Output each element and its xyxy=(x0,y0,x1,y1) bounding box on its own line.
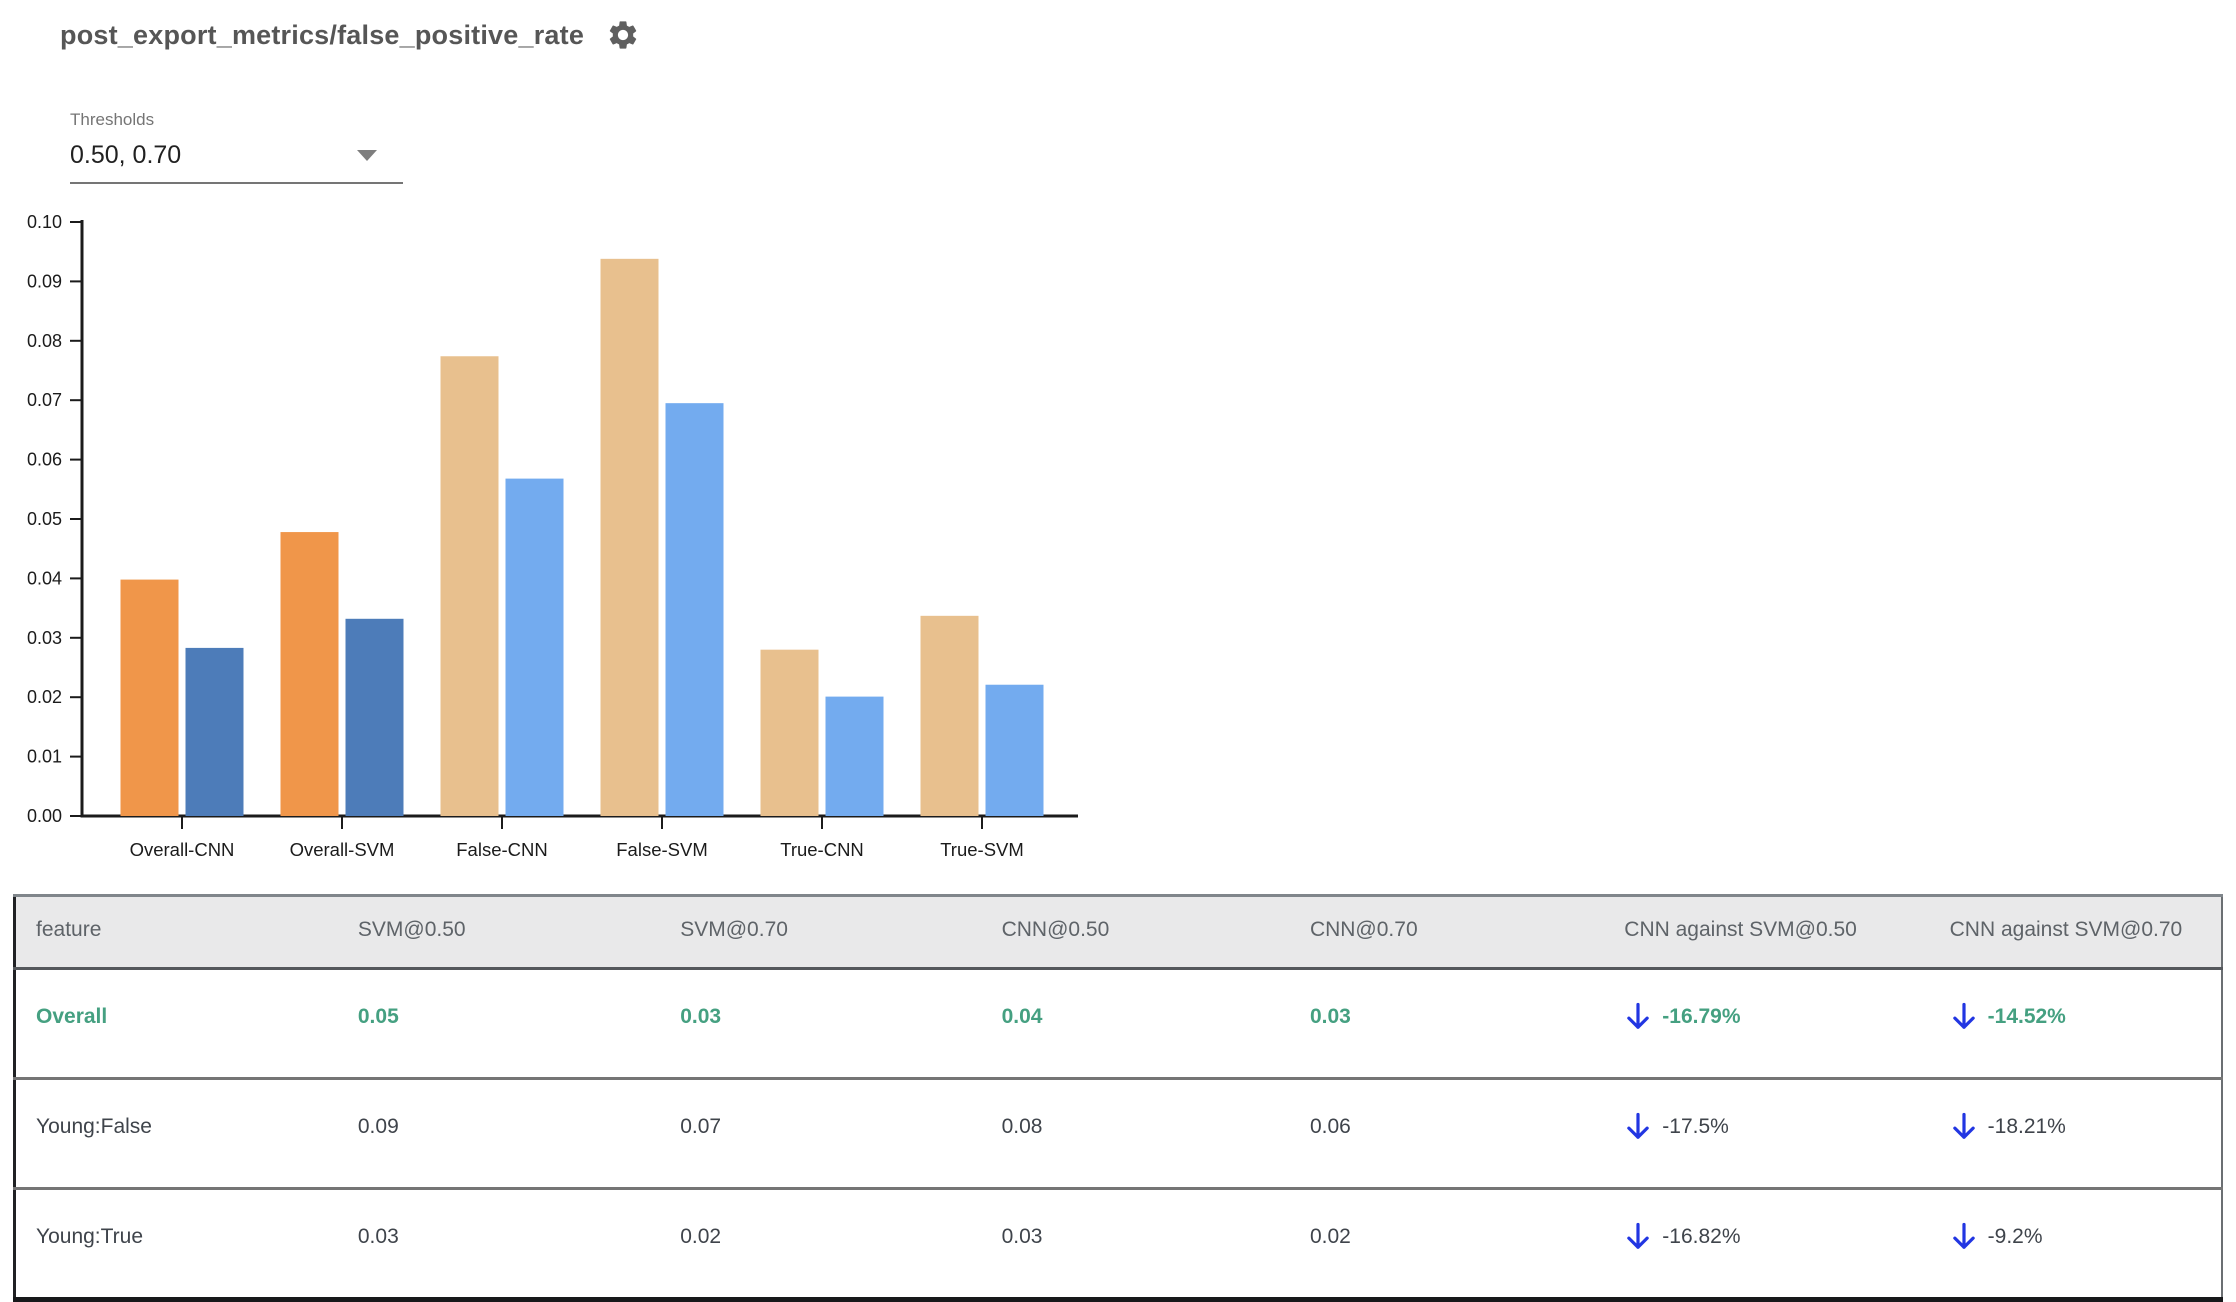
table-row-young-false[interactable]: Young:False 0.09 0.07 0.08 0.06 -17.5% -18.21% xyxy=(14,1078,2222,1190)
metric-cell: 0.08 xyxy=(993,1078,1302,1190)
feature-cell: Young:False xyxy=(14,1078,350,1190)
delta-cell: -16.79% xyxy=(1616,968,1942,1080)
page-header: post_export_metrics/false_positive_rate xyxy=(60,18,640,52)
bar-false-cnn-t50[interactable] xyxy=(440,356,499,816)
metric-cell: 0.05 xyxy=(349,968,673,1080)
x-tick-label: Overall-SVM xyxy=(290,839,395,860)
table-header: feature SVM@0.50 SVM@0.70 CNN@0.50 CNN@0.70 C… xyxy=(14,895,2222,970)
y-tick-label: 0.00 xyxy=(27,806,62,826)
column-header-svm-0-50: SVM@0.50 xyxy=(349,895,673,970)
y-tick-label: 0.10 xyxy=(27,212,62,232)
bar-false-cnn-t70[interactable] xyxy=(505,478,564,816)
delta-value: -14.52% xyxy=(1987,1004,2066,1028)
down-arrow-icon xyxy=(1627,1222,1650,1249)
thresholds-value: 0.50, 0.70 xyxy=(70,141,182,169)
y-tick-label: 0.06 xyxy=(27,450,62,470)
dropdown-arrow-icon xyxy=(357,150,377,161)
delta-cell: -16.82% xyxy=(1616,1188,1942,1300)
bar-true-svm-t70[interactable] xyxy=(985,684,1044,816)
bar-true-cnn-t50[interactable] xyxy=(760,649,819,816)
y-tick-label: 0.05 xyxy=(27,509,62,529)
metric-cell: 0.03 xyxy=(993,1188,1302,1300)
y-tick-label: 0.03 xyxy=(27,628,62,648)
metric-cell: 0.03 xyxy=(349,1188,673,1300)
bar-false-svm-t70[interactable] xyxy=(665,403,724,816)
metric-cell: 0.07 xyxy=(672,1078,994,1190)
settings-gear-icon[interactable] xyxy=(606,18,640,52)
column-header-cnn-against-svm-0-50: CNN against SVM@0.50 xyxy=(1616,895,1942,970)
delta-cell: -18.21% xyxy=(1941,1078,2222,1190)
metric-cell: 0.09 xyxy=(349,1078,673,1190)
bar-overall-cnn-t70[interactable] xyxy=(185,647,244,816)
down-arrow-icon xyxy=(1627,1002,1650,1029)
feature-cell: Young:True xyxy=(14,1188,350,1300)
bar-overall-cnn-t50[interactable] xyxy=(120,579,179,816)
down-arrow-icon xyxy=(1952,1222,1975,1249)
column-header-svm-0-70: SVM@0.70 xyxy=(672,895,994,970)
y-tick-label: 0.08 xyxy=(27,331,62,351)
metric-cell: 0.06 xyxy=(1301,1078,1617,1190)
table-row-overall[interactable]: Overall 0.05 0.03 0.04 0.03 -16.79% -14.52% xyxy=(14,968,2222,1080)
delta-value: -18.21% xyxy=(1987,1114,2066,1138)
table-body: Overall 0.05 0.03 0.04 0.03 -16.79% -14.52% You… xyxy=(14,968,2222,1300)
y-tick-label: 0.01 xyxy=(27,747,62,767)
delta-cell: -9.2% xyxy=(1941,1188,2222,1300)
bar-true-cnn-t70[interactable] xyxy=(825,696,884,816)
column-header-cnn-against-svm-0-70: CNN against SVM@0.70 xyxy=(1941,895,2222,970)
bar-overall-svm-t70[interactable] xyxy=(345,618,404,816)
thresholds-select[interactable]: 0.50, 0.70 xyxy=(70,139,403,184)
y-tick-label: 0.07 xyxy=(27,390,62,410)
false-positive-rate-bar-chart: 0.00 0.01 0.02 0.03 0.04 0.05 0.06 0.07 0.08 0.09… xyxy=(27,212,1078,860)
x-tick-label: False-CNN xyxy=(456,839,547,860)
x-tick-label: False-SVM xyxy=(616,839,708,860)
delta-value: -9.2% xyxy=(1987,1224,2043,1248)
table-row-young-true[interactable]: Young:True 0.03 0.02 0.03 0.02 -16.82% -9.2% xyxy=(14,1188,2222,1300)
metric-cell: 0.03 xyxy=(1301,968,1617,1080)
delta-cell: -14.52% xyxy=(1941,968,2222,1080)
metric-cell: 0.02 xyxy=(1301,1188,1617,1300)
y-tick-label: 0.02 xyxy=(27,687,62,707)
down-arrow-icon xyxy=(1952,1002,1975,1029)
delta-value: -17.5% xyxy=(1662,1114,1729,1138)
delta-cell: -17.5% xyxy=(1616,1078,1942,1190)
bar-true-svm-t50[interactable] xyxy=(920,615,979,816)
feature-cell: Overall xyxy=(14,968,350,1080)
thresholds-label: Thresholds xyxy=(70,110,155,129)
metrics-table: feature SVM@0.50 SVM@0.70 CNN@0.50 CNN@0.70 C… xyxy=(13,894,2223,1302)
bar-overall-svm-t50[interactable] xyxy=(280,532,339,816)
column-header-feature: feature xyxy=(14,895,350,970)
metric-cell: 0.03 xyxy=(672,968,994,1080)
x-tick-label: True-SVM xyxy=(940,839,1024,860)
delta-value: -16.79% xyxy=(1662,1004,1741,1028)
page-title: post_export_metrics/false_positive_rate xyxy=(60,19,585,50)
bar-false-svm-t50[interactable] xyxy=(600,258,659,816)
metric-cell: 0.02 xyxy=(672,1188,994,1300)
y-tick-label: 0.09 xyxy=(27,271,62,291)
thresholds-dropdown[interactable]: Thresholds 0.50, 0.70 xyxy=(70,110,403,184)
x-tick-label: Overall-CNN xyxy=(130,839,235,860)
delta-value: -16.82% xyxy=(1662,1224,1741,1248)
column-header-cnn-0-70: CNN@0.70 xyxy=(1301,895,1617,970)
down-arrow-icon xyxy=(1627,1112,1650,1139)
table-header-row: feature SVM@0.50 SVM@0.70 CNN@0.50 CNN@0.70 C… xyxy=(14,895,2222,970)
y-tick-label: 0.04 xyxy=(27,568,62,588)
metric-cell: 0.04 xyxy=(993,968,1302,1080)
column-header-cnn-0-50: CNN@0.50 xyxy=(993,895,1302,970)
down-arrow-icon xyxy=(1952,1112,1975,1139)
x-tick-label: True-CNN xyxy=(780,839,864,860)
